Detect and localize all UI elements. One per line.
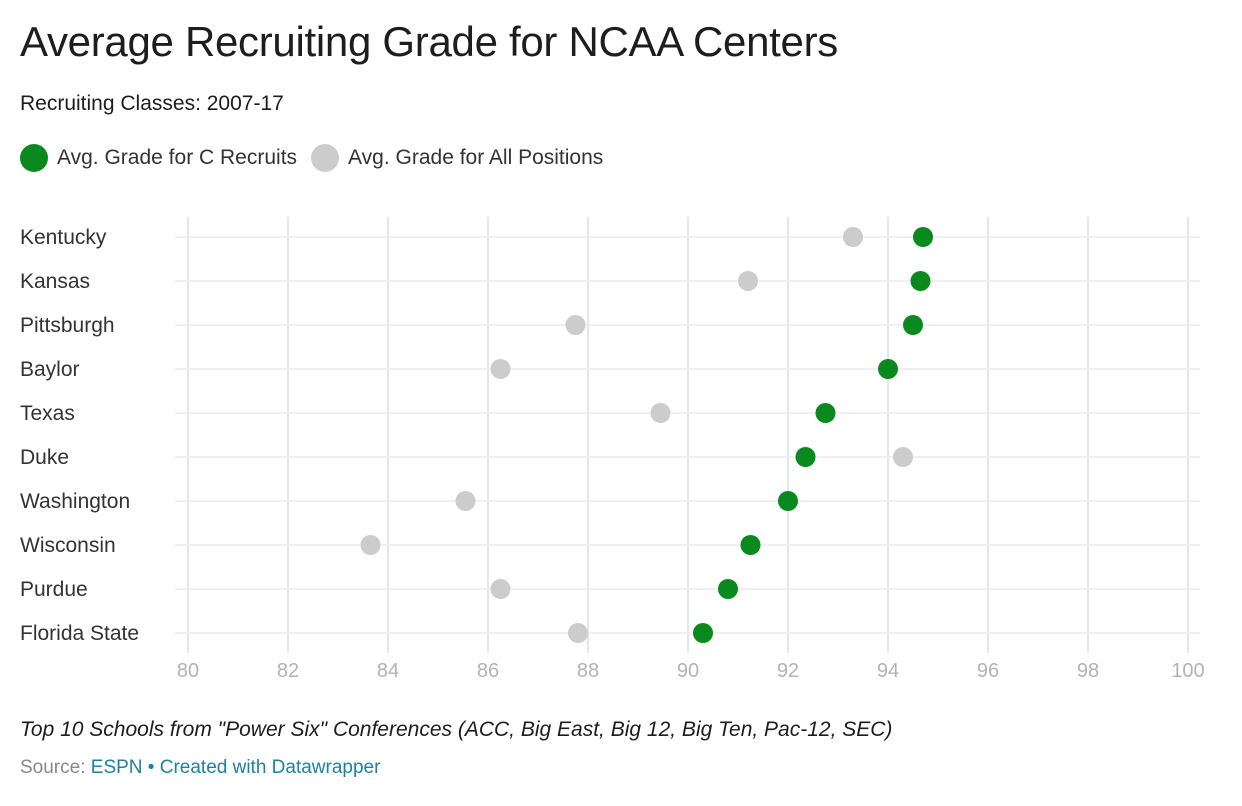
dot-plot: 80 82 84 86 88 90 92 94 96 98 100 Kentucky Kansas Pit… [20,217,1205,682]
c-recruits-dot [815,403,836,423]
source-link[interactable]: ESPN [90,757,143,778]
x-tick-label: 92 [777,660,799,682]
row-label: Duke [20,446,69,469]
x-tick-label: 86 [477,660,499,682]
row-label: Baylor [20,358,80,381]
chart-subtitle: Recruiting Classes: 2007-17 [20,92,284,115]
all-positions-dot [455,491,476,511]
separator: • [147,757,155,778]
all-positions-dot [738,271,758,291]
x-tick-label: 88 [577,660,599,682]
datawrapper-link[interactable]: Created with Datawrapper [159,757,381,778]
row-label: Purdue [20,578,88,601]
row-label: Pittsburgh [20,314,115,337]
row-label: Kansas [20,270,90,293]
all-positions-dot [490,359,511,379]
all-positions-dot [893,447,913,467]
c-recruits-dot [795,447,816,467]
source-label: Source: [20,757,86,778]
c-recruits-dot [913,227,933,247]
x-tick-label: 96 [977,660,999,682]
x-tick-label: 80 [177,660,199,682]
all-positions-dot [360,535,381,555]
c-recruits-dot [778,491,798,511]
chart-notes: Top 10 Schools from "Power Six" Conferen… [20,718,893,741]
c-recruits-dot [910,271,931,291]
legend: Avg. Grade for C Recruits Avg. Grade for… [20,144,617,172]
legend-label-c-recruits: Avg. Grade for C Recruits [57,146,298,169]
row-label: Texas [20,402,75,425]
row-label: Washington [20,490,130,513]
c-recruits-dot [878,359,898,379]
all-positions-dot [843,227,863,247]
x-tick-label: 82 [277,660,299,682]
row-label: Wisconsin [20,534,116,557]
all-positions-dot [490,579,511,599]
row-label: Kentucky [20,226,107,249]
chart-title: Average Recruiting Grade for NCAA Center… [20,18,838,65]
all-positions-dot [650,403,671,423]
legend-swatch-green [20,144,48,172]
x-tick-label: 84 [377,660,399,682]
all-positions-dot [568,623,588,643]
all-positions-dot [565,315,586,335]
row-label: Florida State [20,622,139,645]
c-recruits-dot [693,623,713,643]
c-recruits-dot [903,315,923,335]
chart-footer: Source: ESPN • Created with Datawrapper [20,757,380,779]
x-tick-label: 90 [677,660,699,682]
x-tick-label: 94 [877,660,899,682]
c-recruits-dot [718,579,738,599]
c-recruits-dot [740,535,761,555]
x-tick-label: 100 [1171,660,1204,682]
legend-item-all-positions: Avg. Grade for All Positions [311,144,603,172]
legend-swatch-gray [311,144,340,172]
legend-item-c-recruits: Avg. Grade for C Recruits [20,144,297,172]
x-tick-label: 98 [1077,660,1099,682]
legend-label-all-positions: Avg. Grade for All Positions [348,146,604,169]
